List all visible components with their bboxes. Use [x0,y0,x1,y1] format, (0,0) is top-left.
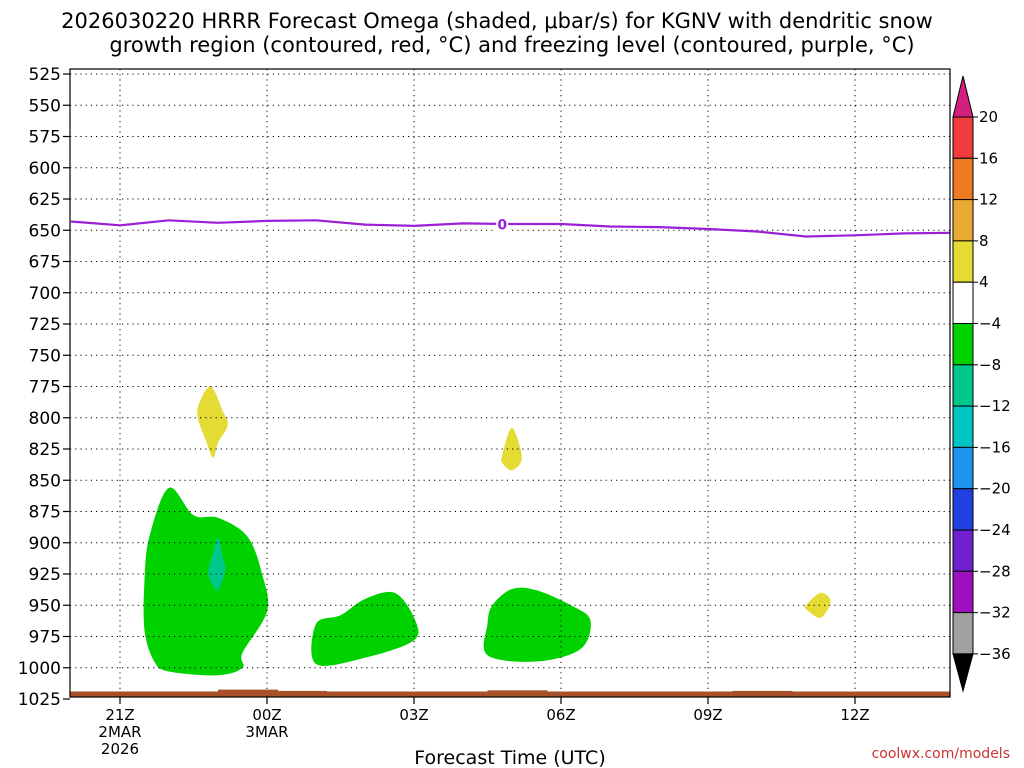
colorbar-label-2: 12 [979,191,998,209]
omega-region-7 [804,592,831,618]
y-tick-label-925: 925 [29,565,61,585]
y-tick-label-850: 850 [29,471,61,491]
x-tick-line-1-1: 3MAR [245,723,288,741]
y-tick-label-575: 575 [29,128,61,148]
y-tick-label-975: 975 [29,628,61,648]
x-tick-line-2-0: 03Z [399,706,428,724]
colorbar-label-10: −24 [979,521,1011,539]
ground-bump-4 [487,690,548,693]
colorbar-segment-10 [952,488,974,531]
y-tick-label-1025: 1025 [18,690,61,710]
x-tick-label-5: 12Z [840,706,869,724]
colorbar-label-12: −32 [979,604,1011,622]
x-tick-line-1-0: 00Z [252,706,281,724]
y-tick-label-800: 800 [29,409,61,429]
y-tick-label-650: 650 [29,221,61,241]
x-tick-line-0-2: 2026 [101,740,139,758]
colorbar-label-3: 8 [979,232,989,250]
y-tick-label-600: 600 [29,159,61,179]
y-tick-label-725: 725 [29,315,61,335]
x-tick-label-3: 06Z [546,706,575,724]
freezing-level-contour: 0 [70,216,950,238]
omega-region-2 [208,537,226,592]
colorbar-segment-6 [952,323,974,366]
omega-region-6 [483,587,591,662]
colorbar-segment-7 [952,364,974,407]
omega-shading [143,386,831,676]
colorbar-label-0: 20 [979,108,998,126]
y-tick-label-750: 750 [29,346,61,366]
colorbar-segment-1 [952,116,974,159]
x-tick-label-0: 21Z 2MAR 2026 [98,706,141,758]
y-tick-label-825: 825 [29,440,61,460]
colorbar-label-5: −4 [979,315,1001,333]
ground-bump-1 [218,689,278,693]
x-tick-line-4-0: 09Z [693,706,722,724]
y-tick-label-675: 675 [29,253,61,273]
colorbar-segment-11 [952,529,974,572]
x-tick-line-3-0: 06Z [546,706,575,724]
ground-terrain [70,689,950,697]
plot-gridlines [70,69,950,692]
site-credit: coolwx.com/models [872,746,1010,762]
freezing-level-label-bg [496,216,509,233]
plot-frame [69,68,951,698]
colorbar-label-1: 16 [979,149,998,167]
x-tick-line-0-0: 21Z [105,706,134,724]
x-tick-line-0-1: 2MAR [98,723,141,741]
freezing-level-label: 0 [497,218,507,234]
omega-region-1 [143,487,269,676]
omega-region-5 [501,427,522,471]
omega-region-4 [311,591,419,666]
x-tick-line-5-0: 12Z [840,706,869,724]
x-tick-label-2: 03Z [399,706,428,724]
colorbar-segment-3 [952,199,974,242]
y-tick-label-700: 700 [29,284,61,304]
ground-bump-2 [267,690,327,693]
y-tick-label-900: 900 [29,534,61,554]
y-tick-label-625: 625 [29,190,61,210]
y-axis-pressure: 525 550 575 600 625 650 675 700 725 750 775 800 825 8… [18,65,70,710]
chart-title-line-2: growth region (contoured, red, °C) and f… [109,33,914,57]
x-tick-label-4: 09Z [693,706,722,724]
colorbar-segment-4 [952,240,974,283]
x-tick-label-1: 00Z 3MAR [245,706,288,741]
freezing-level-line [70,219,950,238]
colorbar-tip-top [952,75,974,118]
chart-title-line-1: 2026030220 HRRR Forecast Omega (shaded, … [61,9,933,33]
omega-region-3 [197,386,228,458]
colorbar-segment-9 [952,446,974,490]
ground-fill [70,691,950,697]
y-tick-label-775: 775 [29,378,61,398]
colorbar-label-4: 4 [979,273,989,291]
colorbar-label-6: −8 [979,356,1001,374]
ground-bump-5 [732,690,793,693]
y-tick-label-950: 950 [29,596,61,616]
colorbar-label-9: −20 [979,480,1011,498]
y-tick-label-550: 550 [29,96,61,116]
colorbar-segment-13 [952,612,974,655]
x-axis-forecast-time: 21Z 2MAR 2026 00Z 3MAR 03Z 06Z 09Z 12Z [98,697,870,758]
y-tick-label-875: 875 [29,503,61,523]
colorbar-label-13: −36 [979,645,1011,663]
colorbar-label-8: −16 [979,438,1011,456]
colorbar-segment-8 [952,405,974,448]
colorbar-label-7: −12 [979,397,1011,415]
omega-colorbar: 20 16 12 8 4 −4 −8 −12 −16 −20 −24 −28 −32 −36 [952,75,1011,693]
colorbar-segment-2 [952,157,974,201]
colorbar-tip-bottom [952,653,974,693]
y-tick-label-1000: 1000 [18,659,61,679]
colorbar-label-11: −28 [979,562,1011,580]
x-axis-title: Forecast Time (UTC) [414,747,605,768]
colorbar-segment-12 [952,570,974,614]
colorbar-segment-5 [952,281,974,325]
y-tick-label-525: 525 [29,65,61,85]
